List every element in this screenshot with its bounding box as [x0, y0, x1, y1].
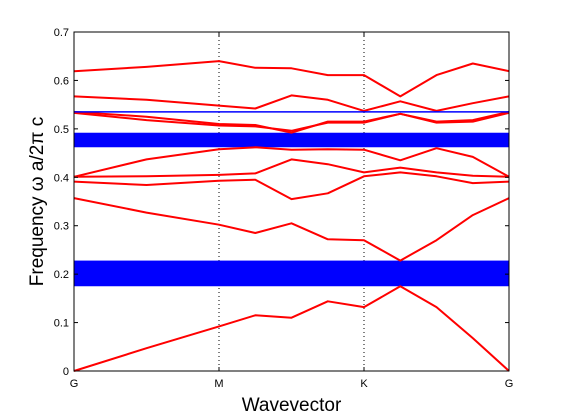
x-axis-title: Wavevector — [242, 395, 342, 416]
y-tick-label: 0.7 — [54, 27, 69, 39]
plot-area — [74, 32, 509, 371]
band-line-7 — [73, 110, 510, 134]
y-tick-label: 0.3 — [54, 221, 69, 233]
x-tick-label: K — [360, 378, 368, 390]
band-gaps — [74, 132, 509, 287]
x-tick-label: M — [214, 378, 223, 390]
y-axis-title: Frequency ω a/2π c — [27, 117, 48, 286]
plot-frame — [73, 31, 510, 372]
axis-ticks: 0 0.1 0.2 0.3 0.4 0.5 0.6 0.7 G M K G — [54, 27, 514, 390]
band-line-5 — [73, 146, 510, 178]
band-gap-2 — [74, 132, 509, 148]
band-line-9 — [73, 60, 510, 98]
band-series — [73, 60, 510, 372]
y-tick-label: 0.1 — [54, 318, 69, 330]
y-tick-label: 0.6 — [54, 75, 69, 87]
x-tick-label: G — [505, 378, 514, 390]
band-line-4 — [73, 158, 510, 178]
grid-lines — [218, 32, 365, 371]
band-gap-1 — [74, 260, 509, 287]
x-tick-label: G — [70, 378, 79, 390]
y-tick-label: 0.4 — [54, 172, 69, 184]
band-line-1 — [73, 285, 510, 372]
y-tick-label: 0.2 — [54, 269, 69, 281]
band-line-8 — [73, 94, 510, 112]
band-line-2 — [73, 197, 510, 262]
y-tick-label: 0.5 — [54, 124, 69, 136]
band-line-3 — [73, 171, 510, 201]
y-tick-label: 0 — [63, 366, 69, 378]
